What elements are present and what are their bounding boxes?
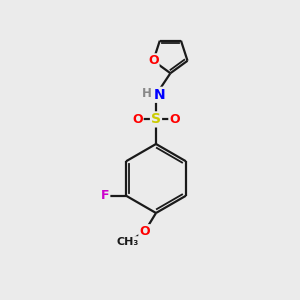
Text: H: H (142, 87, 152, 100)
Text: O: O (139, 225, 150, 238)
Text: O: O (169, 113, 180, 126)
Text: F: F (101, 189, 110, 202)
Text: O: O (148, 54, 159, 67)
Text: O: O (132, 113, 143, 126)
Text: CH₃: CH₃ (117, 237, 139, 247)
Text: S: S (151, 112, 161, 126)
Text: N: N (154, 88, 165, 102)
